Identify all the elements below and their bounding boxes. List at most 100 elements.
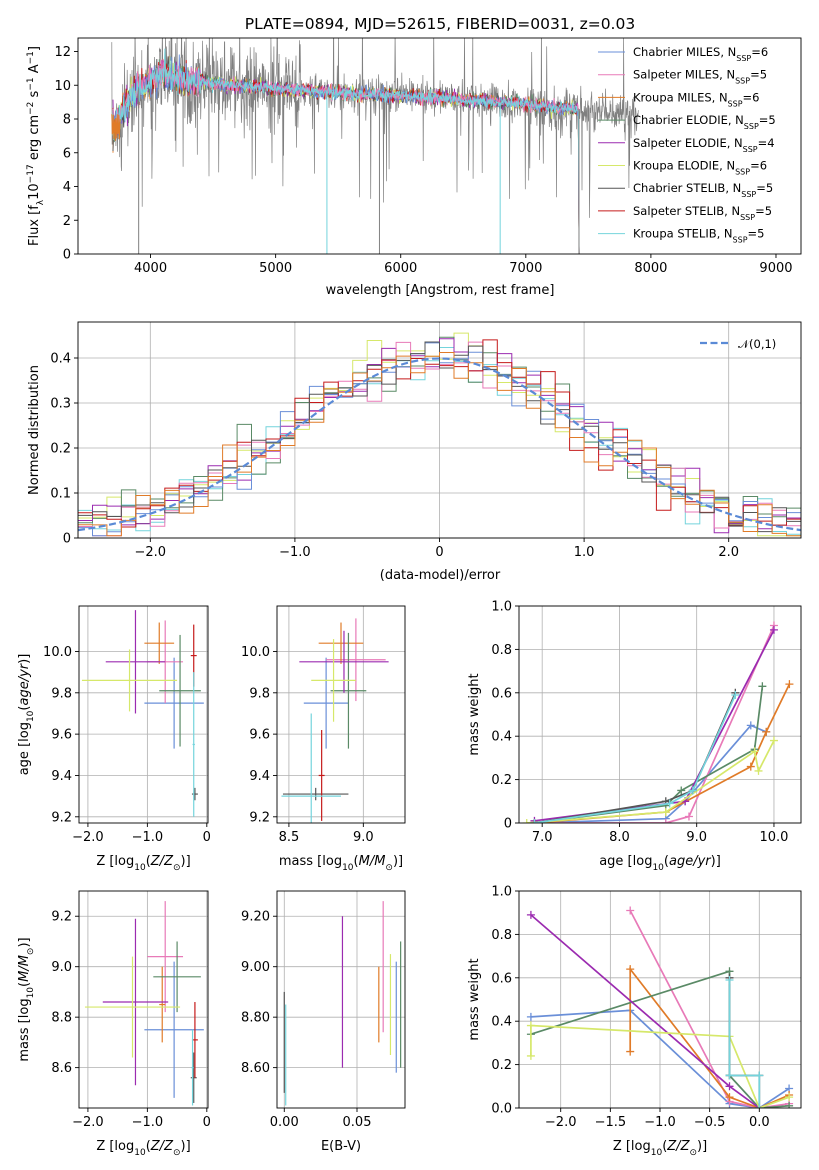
x-tick-label: 4000 [134, 261, 167, 276]
label-part: 10 [26, 710, 36, 722]
x-tick-label: −2.0 [72, 830, 104, 845]
weight-line-3 [534, 686, 764, 823]
label-part: Z [log [96, 1139, 134, 1154]
label-part: ( [17, 706, 32, 711]
y-tick-label: 0.4 [491, 730, 512, 745]
x-tick-label: 9000 [759, 261, 792, 276]
plot-age_vs_mass: 8.5 9.0 9.2 9.4 9.6 9.8 10.0 mass [log10(M/M⊙)] [241, 605, 406, 873]
marks-mass_vs_Z [84, 901, 204, 1106]
x-tick-label: −0.5 [694, 1115, 726, 1130]
x-tick-label: 0.05 [343, 1115, 372, 1130]
y-tick-label: 12 [54, 45, 71, 60]
axes-frame [77, 37, 802, 255]
label-part: age [log [17, 722, 32, 775]
label-part: −1 [26, 51, 36, 64]
x-axis-label: Z [log10(Z/Z⊙)] [96, 854, 190, 873]
weight-marker [746, 762, 755, 771]
gaussian-curve [78, 357, 801, 532]
x-tick-label: 7000 [509, 261, 542, 276]
label-part: )] [181, 854, 191, 869]
legend-sub: SSP [741, 190, 756, 199]
label-part: ⊙ [173, 1148, 181, 1158]
y-axis-label: mass [log10(M/M⊙)] [17, 937, 36, 1061]
label-part: )] [17, 654, 32, 664]
label-part: 10 [26, 987, 36, 999]
y-tick-label: 10.0 [43, 645, 72, 660]
legend-sub: SSP [736, 54, 751, 63]
y-tick-label: 0.6 [491, 686, 512, 701]
y-tick-label: 4 [63, 180, 71, 195]
weight-marker [725, 1093, 734, 1102]
frame-age_vs_mass: 8.5 9.0 9.2 9.4 9.6 9.8 10.0 mass [log10(M/M⊙)] [241, 605, 406, 873]
y-tick-label: 8.80 [241, 1011, 270, 1026]
weight-line-4 [534, 629, 775, 822]
label-part: Z [log [96, 854, 134, 869]
weight-marker [661, 819, 670, 823]
label-part: s [27, 90, 42, 101]
y-tick-label: 8.8 [51, 1011, 72, 1026]
grid-mass_vs_EBV [277, 891, 405, 1108]
label-part: ( [146, 1139, 151, 1154]
weight-marker [522, 819, 531, 823]
axes-frame [276, 890, 406, 1109]
legend-entry: Salpeter ELODIE, NSSP=4 [633, 136, 775, 154]
label-part: Z/Z [666, 1139, 690, 1154]
histogram-2 [78, 352, 801, 537]
model-line-start [111, 114, 121, 141]
weight-marker [526, 1051, 535, 1060]
y-tick-label: 0 [504, 817, 512, 832]
label-part: −1 [26, 77, 36, 90]
axes-frame [276, 605, 406, 824]
plot-age_vs_Z: −2.0 −1.0 09.29.49.69.810.0Z [log10(Z/Z⊙)]… [17, 605, 211, 873]
legend-text: Kroupa ELODIE, N [633, 159, 735, 173]
legend-val: =4 [758, 136, 775, 150]
x-tick-label: −1.0 [644, 1115, 676, 1130]
legend-entry: Kroupa ELODIE, NSSP=6 [633, 159, 767, 177]
weight-marker [755, 1104, 764, 1108]
weight-marker [526, 910, 535, 919]
weight-marker [665, 799, 674, 808]
frame-weight_vs_age: 7.0 8.0 9.0 10.0 0 0.2 0.4 0.6 0.8 1.0 age [log10(… [467, 600, 802, 873]
x-axis-label: mass [log10(M/M⊙)] [279, 854, 403, 873]
label-part: mass [log [279, 854, 342, 869]
label-part: M/M [359, 854, 386, 869]
y-tick-label: 0.4 [50, 352, 71, 367]
frame-mass_vs_EBV: 0.00 0.05 8.60 8.80 9.00 9.20 E(B-V) [241, 890, 406, 1154]
y-tick-label: 9.2 [51, 910, 72, 925]
x-tick-label: 8000 [634, 261, 667, 276]
legend-entry: Chabrier MILES, NSSP=6 [633, 45, 768, 63]
x-tick-label: 0.0 [749, 1115, 770, 1130]
y-tick-label: 9.8 [249, 686, 270, 701]
label-part: )] [697, 1139, 707, 1154]
y-tick-label: 0.6 [491, 971, 512, 986]
x-tick-label: 0 [203, 830, 211, 845]
weight-marker [626, 906, 635, 915]
plot-residuals: −2.0 −1.0 0 1.0 2.0 0 0.1 0.2 0.3 0.4 (data-model)… [27, 321, 802, 583]
histogram-6 [78, 341, 801, 533]
weight-marker [769, 736, 778, 745]
legend-entry: 𝒩(0,1) [738, 337, 776, 351]
legend: 𝒩(0,1) [700, 337, 776, 351]
legend-entry: Chabrier STELIB, NSSP=5 [633, 181, 773, 199]
weight-marker [769, 625, 778, 634]
legend-val: =6 [751, 45, 768, 59]
label-part: Z/Z [150, 1139, 174, 1154]
legend-text: Chabrier ELODIE, N [633, 113, 744, 127]
legend-sub: SSP [733, 235, 748, 244]
x-axis-label: (data-model)/error [380, 568, 501, 583]
x-tick-label: 6000 [384, 261, 417, 276]
legend-sub: SSP [735, 167, 750, 176]
weight-line-1 [534, 625, 775, 823]
label-part: ] [27, 46, 42, 51]
weight-marker [725, 1071, 734, 1080]
label-part: Normed distribution [27, 365, 42, 495]
x-tick-label: 0 [203, 1115, 211, 1130]
y-tick-label: 0.2 [491, 773, 512, 788]
weight-marker [677, 786, 686, 795]
weight-marker [785, 680, 794, 689]
label-part: ⊙ [26, 948, 36, 956]
marks-residuals [78, 332, 801, 537]
weight-line-6 [534, 692, 737, 823]
legend-val: =6 [750, 159, 767, 173]
label-part: 10 [134, 1148, 146, 1158]
